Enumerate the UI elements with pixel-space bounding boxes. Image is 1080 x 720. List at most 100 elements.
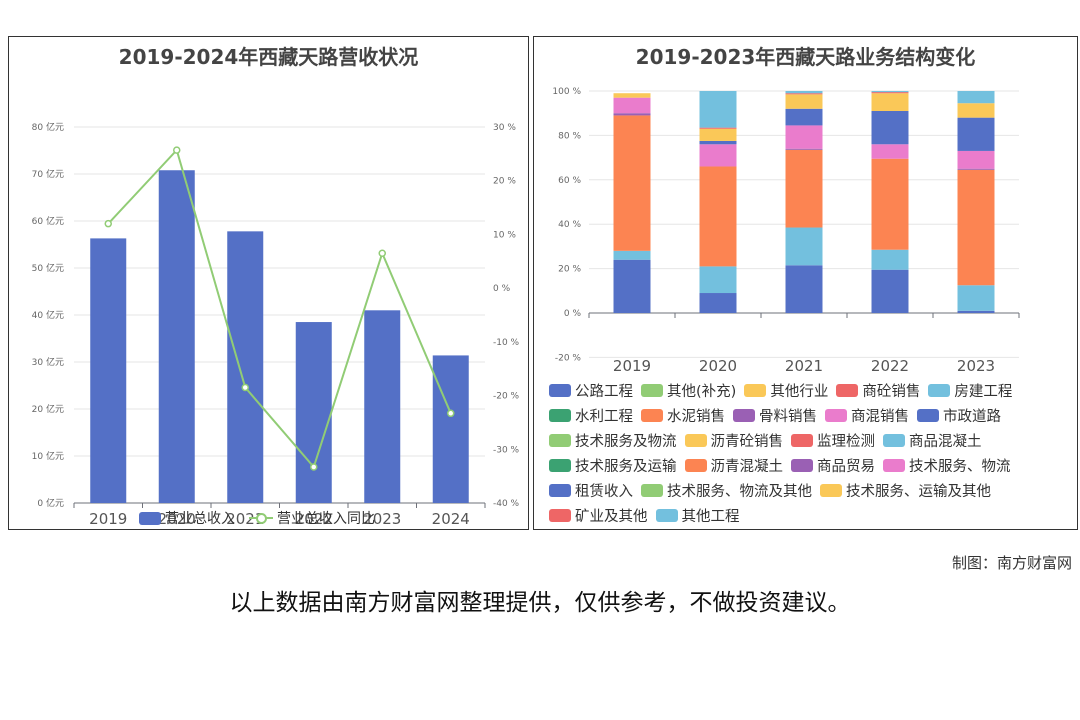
legend-item-revenue[interactable]: 营业总收入	[139, 508, 235, 528]
legend-swatch	[883, 458, 905, 472]
legend-label: 商品贸易	[817, 458, 875, 475]
legend-label: 沥青混凝土	[710, 458, 784, 475]
legend-item-yoy[interactable]: 营业总收入同比	[249, 508, 375, 528]
legend-item[interactable]: 沥青砼销售	[684, 430, 784, 450]
stacked-segment	[871, 92, 909, 94]
legend-item[interactable]: 水泥销售	[641, 405, 725, 425]
yoy-point	[378, 249, 386, 257]
x-tick-label: 2022	[871, 357, 909, 375]
legend-item[interactable]: 商品贸易	[791, 455, 875, 475]
legend-label: 商品混凝土	[909, 433, 982, 450]
stacked-segment	[957, 168, 995, 170]
legend-item[interactable]: 商品混凝土	[883, 430, 982, 450]
y-left-tick-label: 60 亿元	[32, 215, 64, 227]
yoy-point	[310, 463, 318, 471]
disclaimer-text: 以上数据由南方财富网整理提供，仅供参考，不做投资建议。	[229, 590, 851, 616]
legend-label: 其他行业	[770, 383, 829, 400]
stacked-segment	[785, 93, 823, 95]
stacked-segment	[699, 293, 737, 313]
yoy-point	[173, 146, 181, 154]
stacked-segment	[957, 310, 995, 313]
stacked-segment	[699, 166, 737, 267]
legend-swatch	[883, 433, 905, 447]
legend-swatch	[825, 408, 847, 422]
legend-swatch	[641, 483, 663, 497]
x-tick-label: 2023	[363, 510, 401, 528]
legend-item[interactable]: 水利工程	[549, 405, 633, 425]
legend-item[interactable]: 技术服务及运输	[549, 455, 677, 475]
structure-chart-legend: 公路工程 其他(补充) 其他行业 商砼销售 房建工程水利工程 水泥销售 骨料销售 商混销售 市政…	[549, 380, 1074, 525]
legend-item[interactable]: 其他(补充)	[641, 380, 736, 400]
legend-swatch	[549, 433, 571, 447]
legend-label: 技术服务及运输	[575, 458, 677, 475]
x-tick-label: 2023	[957, 357, 995, 375]
y-right-tick-label: 10 %	[493, 230, 516, 240]
y-right-tick-label: 0 %	[493, 284, 511, 294]
y-right-tick-label: -30 %	[493, 445, 520, 455]
legend-item[interactable]: 技术服务、物流	[883, 455, 1011, 475]
stacked-segment	[871, 269, 909, 313]
legend-item[interactable]: 商砼销售	[836, 380, 920, 400]
legend-item[interactable]: 技术服务、物流及其他	[641, 480, 812, 500]
legend-item[interactable]: 技术服务、运输及其他	[820, 480, 991, 500]
stacked-segment	[699, 144, 737, 167]
stacked-segment	[613, 97, 651, 114]
stacked-segment	[871, 249, 909, 270]
stacked-segment	[957, 150, 995, 169]
revenue-chart-legend: 营业总收入 营业总收入同比	[139, 508, 375, 528]
y-tick-label: 60 %	[558, 176, 581, 186]
legend-label: 其他(补充)	[667, 383, 737, 400]
legend-label: 公路工程	[575, 383, 633, 400]
legend-swatch	[549, 458, 571, 472]
legend-swatch	[549, 508, 571, 522]
legend-item[interactable]: 市政道路	[917, 405, 1001, 425]
legend-swatch	[791, 433, 813, 447]
yoy-point	[447, 409, 455, 418]
y-left-tick-label: 70 亿元	[32, 168, 64, 180]
legend-label: 骨料销售	[759, 408, 817, 425]
legend-item[interactable]: 公路工程	[549, 380, 633, 400]
legend-swatch-line	[249, 511, 273, 525]
stacked-segment	[699, 127, 737, 129]
x-tick-label: 2024	[432, 510, 470, 528]
stacked-segment	[957, 91, 995, 104]
x-tick-label: 2022	[295, 510, 333, 528]
legend-label: 沥青砼销售	[710, 433, 784, 450]
stacked-segment	[613, 93, 651, 98]
y-right-tick-label: 20 %	[493, 177, 516, 187]
legend-item[interactable]: 其他工程	[655, 505, 740, 525]
stacked-segment	[957, 285, 995, 311]
stacked-segment	[871, 158, 909, 250]
x-tick-label: 2019	[89, 510, 127, 528]
legend-item[interactable]: 租赁收入	[549, 480, 633, 500]
x-tick-label: 2021	[785, 357, 823, 375]
legend-swatch	[733, 408, 755, 422]
legend-label: 水泥销售	[667, 408, 725, 425]
y-right-tick-label: -40 %	[493, 499, 520, 509]
legend-item[interactable]: 沥青混凝土	[684, 455, 784, 475]
revenue-chart-title: 2019-2024年西藏天路营收状况	[118, 45, 419, 69]
legend-item[interactable]: 商混销售	[825, 405, 909, 425]
legend-item[interactable]: 房建工程	[928, 380, 1012, 400]
legend-item[interactable]: 监理检测	[791, 430, 875, 450]
stacked-segment	[613, 113, 651, 116]
revenue-bar	[432, 355, 469, 503]
legend-label: 技术服务、物流	[909, 458, 1011, 475]
legend-item[interactable]: 矿业及其他	[549, 505, 648, 525]
y-tick-label: 40 %	[558, 220, 581, 230]
legend-item[interactable]: 技术服务及物流	[549, 430, 677, 450]
legend-label: 其他工程	[681, 508, 740, 525]
legend-item[interactable]: 骨料销售	[733, 405, 817, 425]
structure-chart-panel: 2019-2023年西藏天路业务结构变化 -20 % 0 % 20 % 40 % 60 …	[533, 36, 1078, 530]
stacked-segment	[957, 103, 995, 118]
yoy-point	[241, 383, 249, 392]
legend-item[interactable]: 其他行业	[744, 380, 828, 400]
stacked-segment	[699, 91, 737, 128]
stacked-segment	[613, 259, 651, 313]
stacked-segment	[699, 140, 737, 145]
stacked-segment	[785, 227, 823, 266]
legend-label: 矿业及其他	[575, 508, 648, 525]
y-left-tick-label: 10 亿元	[32, 450, 64, 462]
revenue-chart-panel: 2019-2024年西藏天路营收状况 0 亿元 10 亿元 20 亿元 30 亿元 40…	[8, 36, 529, 530]
y-tick-label: 20 %	[558, 265, 581, 275]
